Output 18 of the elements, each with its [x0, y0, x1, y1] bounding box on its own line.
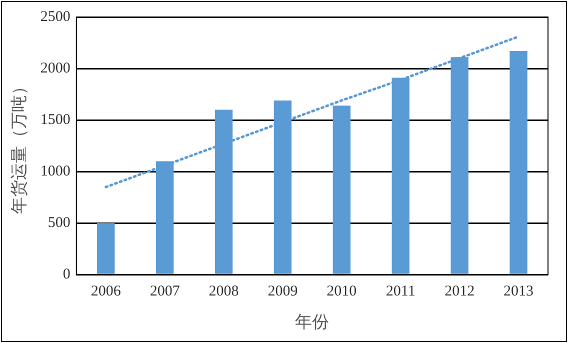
x-tick-label: 2010 — [326, 284, 357, 300]
x-tick-label: 2007 — [150, 284, 180, 300]
y-tick-label: 2000 — [40, 60, 70, 76]
y-axis-title: 年货运量（万吨） — [10, 78, 29, 214]
x-tick-label: 2013 — [504, 284, 534, 300]
bar — [97, 223, 115, 274]
x-tick-label: 2011 — [386, 284, 416, 300]
y-tick-label: 1500 — [40, 112, 70, 128]
bar — [510, 51, 528, 274]
y-tick-label: 2500 — [40, 8, 70, 25]
x-axis-title: 年份 — [295, 312, 330, 332]
x-tick-label: 2012 — [444, 284, 475, 300]
x-tick-label: 2008 — [208, 284, 239, 300]
x-tick-label: 2009 — [268, 284, 298, 300]
y-tick-label: 1000 — [40, 163, 70, 180]
y-tick-label: 500 — [48, 215, 70, 232]
y-tick-label: 0 — [62, 266, 70, 283]
x-tick-label: 2006 — [90, 284, 122, 300]
